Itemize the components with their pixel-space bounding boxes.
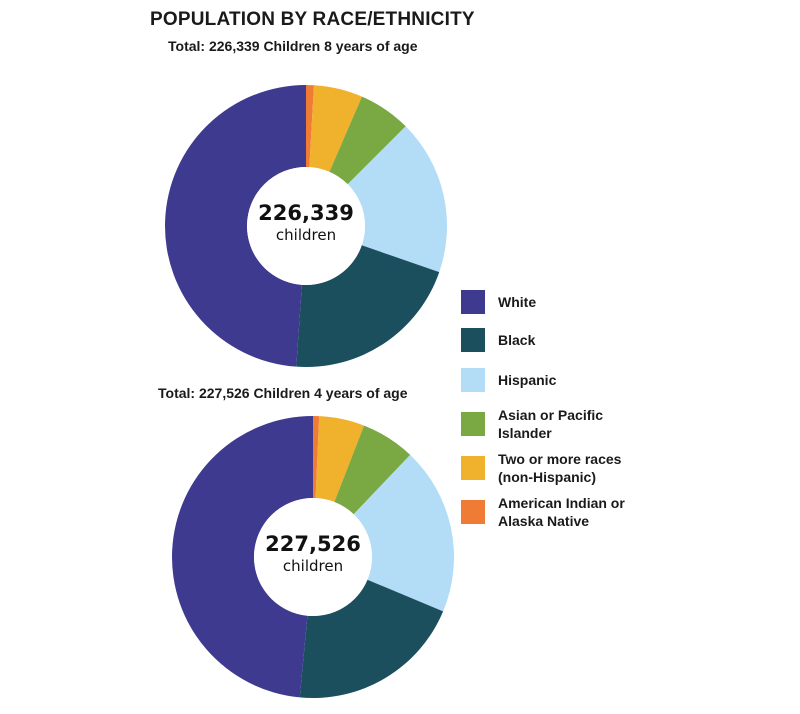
legend-swatch-two-or-more-races — [461, 456, 485, 480]
legend-label-line: Alaska Native — [498, 513, 590, 529]
donut-4yr-slices — [172, 416, 454, 698]
legend-label-line: Black — [498, 332, 536, 348]
legend-label-line: American Indian or — [498, 495, 625, 511]
donut-8yr-hole — [247, 167, 365, 285]
chart-title: POPULATION BY RACE/ETHNICITY — [150, 9, 475, 30]
donut-4yr-center-label: children — [283, 557, 343, 575]
legend-item-hispanic: Hispanic — [461, 368, 661, 392]
donut-8yr-slice-white — [165, 85, 306, 367]
donut-4yr-slice-american-indian-alaska-native — [313, 416, 320, 499]
donut-4yr-center-value: 227,526 — [265, 532, 361, 556]
donut-8yr-center-value: 226,339 — [258, 201, 354, 225]
legend-label-line: Two or more races — [498, 451, 622, 467]
donut-4yr-subtitle: Total: 227,526 Children 4 years of age — [158, 385, 408, 401]
legend-label-hispanic: Hispanic — [498, 371, 556, 389]
legend-label-line: (non-Hispanic) — [498, 469, 596, 485]
legend-swatch-american-indian-alaska-native — [461, 500, 485, 524]
legend-swatch-hispanic — [461, 368, 485, 392]
legend-label-american-indian-alaska-native: American Indian or Alaska Native — [498, 494, 625, 530]
legend-label-line: Asian or Pacific — [498, 407, 604, 423]
donut-chart-4yr: 227,526 children — [172, 416, 454, 698]
donut-8yr-slice-two-or-more-races — [309, 85, 362, 172]
legend-swatch-white — [461, 290, 485, 314]
legend-swatch-black — [461, 328, 485, 352]
donut-4yr-slice-two-or-more-races — [315, 416, 365, 503]
legend-label-two-or-more-races: Two or more races (non-Hispanic) — [498, 450, 621, 486]
legend-item-asian-pacific-islander: Asian or Pacific Islander — [461, 406, 661, 442]
donut-8yr-subtitle: Total: 226,339 Children 8 years of age — [168, 38, 418, 54]
legend-label-line: White — [498, 294, 537, 310]
donut-4yr-hole — [254, 498, 372, 616]
legend-item-two-or-more-races: Two or more races (non-Hispanic) — [461, 450, 661, 486]
donut-8yr-slices — [165, 85, 447, 367]
donut-4yr-slice-white — [172, 416, 313, 698]
legend-label-line: Islander — [498, 425, 552, 441]
donut-4yr-slice-black — [299, 579, 444, 698]
legend-item-white: White — [461, 290, 661, 314]
donut-8yr-center-label: children — [276, 226, 336, 244]
legend-label-asian-pacific-islander: Asian or Pacific Islander — [498, 406, 603, 442]
donut-8yr-slice-black — [296, 245, 440, 367]
donut-8yr-slice-hispanic — [347, 126, 447, 273]
donut-chart-8yr: 226,339 children — [165, 85, 447, 367]
legend-label-black: Black — [498, 331, 535, 349]
legend-item-black: Black — [461, 328, 661, 352]
legend-label-white: White — [498, 293, 536, 311]
donut-8yr-slice-asian-pacific-islander — [329, 96, 406, 185]
donut-4yr-slice-asian-pacific-islander — [334, 425, 411, 515]
legend-item-american-indian-alaska-native: American Indian or Alaska Native — [461, 494, 661, 530]
donut-4yr-slice-hispanic — [353, 454, 454, 612]
legend-label-line: Hispanic — [498, 372, 557, 388]
legend-swatch-asian-pacific-islander — [461, 412, 485, 436]
donut-8yr-slice-american-indian-alaska-native — [306, 85, 314, 168]
